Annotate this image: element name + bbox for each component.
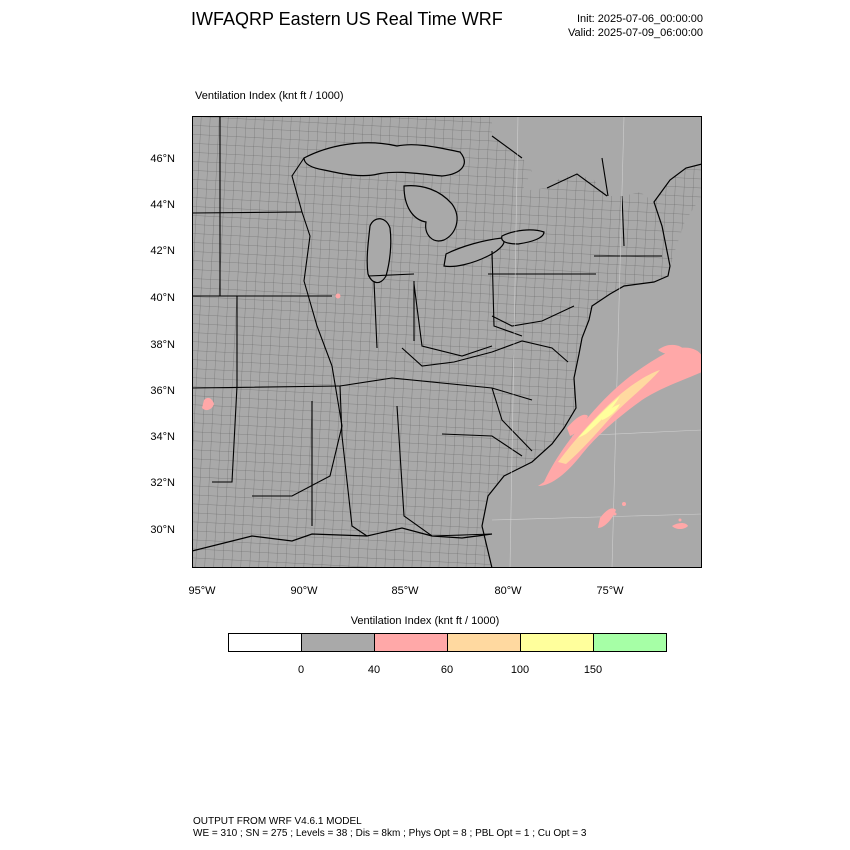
coastline — [192, 163, 702, 568]
vi-plume — [538, 344, 702, 529]
legend-label-40: 40 — [367, 664, 381, 676]
lon-tick-95: 95°W — [188, 585, 216, 597]
map-subtitle: Ventilation Index (knt ft / 1000) — [195, 90, 344, 102]
lon-tick-80: 80°W — [494, 585, 522, 597]
legend-swatch-3 — [374, 633, 448, 652]
ventilation-index-map — [192, 116, 702, 568]
lake-huron — [403, 185, 458, 242]
lon-tick-75: 75°W — [596, 585, 624, 597]
lake-superior — [303, 142, 465, 177]
lon-tick-90: 90°W — [290, 585, 318, 597]
lat-tick-34: 34°N — [150, 431, 175, 443]
legend-label-150: 150 — [583, 664, 603, 676]
graticule — [491, 116, 702, 568]
legend-title: Ventilation Index (knt ft / 1000) — [350, 615, 500, 627]
lon-tick-85: 85°W — [391, 585, 419, 597]
great-lakes — [303, 142, 545, 284]
map-border — [192, 116, 702, 568]
legend-swatch-2 — [301, 633, 375, 652]
init-time: Init: 2025-07-06_00:00:00 — [577, 13, 703, 25]
vi-inland-spots — [202, 293, 341, 411]
lat-tick-40: 40°N — [150, 292, 175, 304]
lat-tick-36: 36°N — [150, 385, 175, 397]
legend-swatch-4 — [447, 633, 521, 652]
main-title: IWFAQRP Eastern US Real Time WRF — [191, 9, 503, 29]
legend-swatch-5 — [520, 633, 594, 652]
legend-label-100: 100 — [510, 664, 530, 676]
lat-tick-46: 46°N — [150, 153, 175, 165]
legend-label-0: 0 — [297, 664, 305, 676]
lat-tick-42: 42°N — [150, 245, 175, 257]
lake-erie — [443, 237, 505, 268]
footer-line-2: WE = 310 ; SN = 275 ; Levels = 38 ; Dis … — [193, 828, 587, 839]
lake-michigan — [366, 218, 392, 284]
footer-line-1: OUTPUT FROM WRF V4.6.1 MODEL — [193, 816, 362, 827]
lat-tick-30: 30°N — [150, 524, 175, 536]
legend-swatch-6 — [593, 633, 667, 652]
legend-colorbar — [228, 633, 667, 652]
lake-ontario — [501, 229, 545, 245]
legend-label-60: 60 — [440, 664, 454, 676]
lat-tick-32: 32°N — [150, 477, 175, 489]
valid-time: Valid: 2025-07-09_06:00:00 — [568, 27, 703, 39]
legend-swatch-1 — [228, 633, 302, 652]
state-boundaries — [192, 116, 662, 537]
model-info-footer: OUTPUT FROM WRF V4.6.1 MODEL WE = 310 ; … — [193, 816, 586, 840]
lat-tick-38: 38°N — [150, 339, 175, 351]
lat-tick-44: 44°N — [150, 199, 175, 211]
